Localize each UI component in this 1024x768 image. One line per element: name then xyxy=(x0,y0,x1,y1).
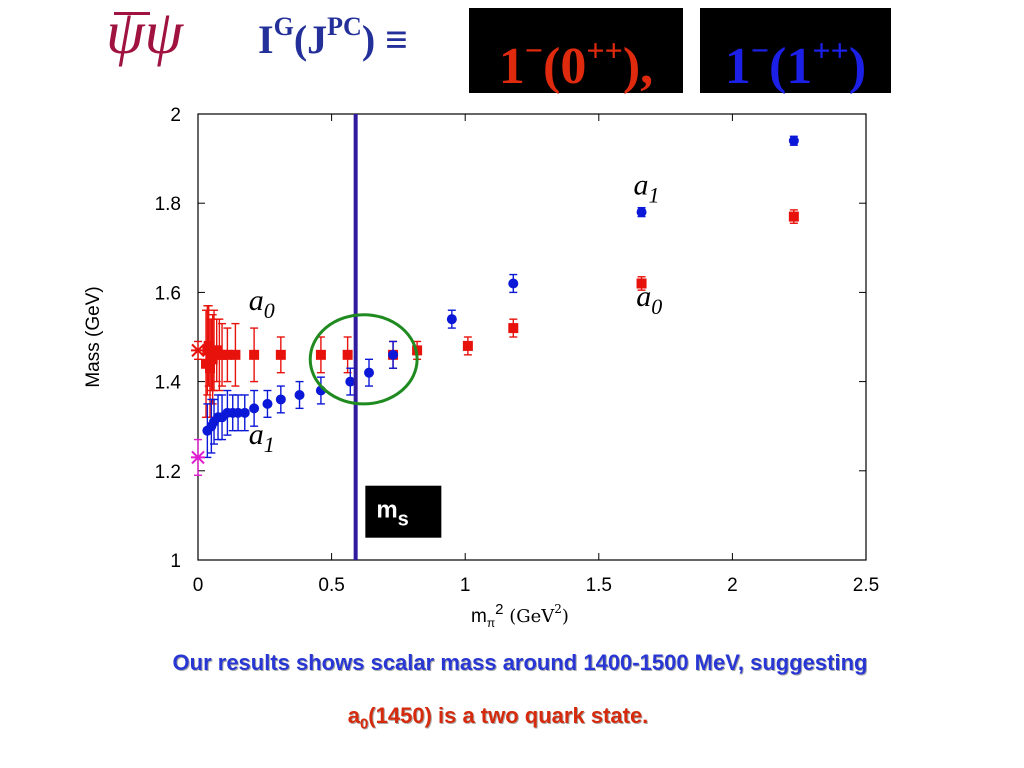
data-point-circle xyxy=(788,135,799,146)
equiv-sign: ≡ xyxy=(385,17,408,62)
isospin-letter: I xyxy=(258,17,274,62)
ms-label: ms xyxy=(376,497,408,531)
caption-rest: (1450) is a two quark state. xyxy=(368,703,649,728)
data-point-circle xyxy=(249,403,260,414)
box1-close: ), xyxy=(622,38,654,95)
y-axis-label: Mass (GeV) xyxy=(83,286,104,387)
data-point-square xyxy=(217,349,228,360)
box1-sup1: − xyxy=(524,32,544,68)
box2-close: ) xyxy=(848,38,867,95)
x-label-part: 2 xyxy=(495,601,503,618)
plot-frame xyxy=(197,113,867,561)
x-axis-label: mπ2 (GeV2) xyxy=(471,601,569,630)
data-point-square xyxy=(636,278,647,289)
caption-line-2: a0(1450) is a two quark state. xyxy=(0,703,996,732)
operator-text: ψψ xyxy=(106,0,184,67)
x-tick-label: 0 xyxy=(193,575,204,596)
caption-line-1: Our results shows scalar mass around 140… xyxy=(172,650,868,675)
y-tick-label: 1.4 xyxy=(155,373,182,394)
data-point-square xyxy=(230,349,241,360)
jpc-open: (J xyxy=(293,17,328,62)
data-point-circle xyxy=(262,398,273,409)
series-annotation: a0 xyxy=(249,284,275,323)
data-point-square xyxy=(342,349,353,360)
data-point-circle xyxy=(636,207,647,218)
annotation-sub: 0 xyxy=(264,298,275,323)
annotation-main: a xyxy=(249,418,264,451)
annotation-main: a xyxy=(249,284,264,317)
y-tick-label: 2 xyxy=(170,105,181,126)
x-tick-label: 1 xyxy=(460,575,471,596)
annotation-main: a xyxy=(634,168,649,201)
quantum-box-scalar: 1−(0++), xyxy=(469,8,683,95)
box1-paren: (0 xyxy=(543,38,587,95)
x-tick-label: 2 xyxy=(727,575,738,596)
data-point-star xyxy=(191,343,205,358)
data-point-square xyxy=(275,349,286,360)
data-point-circle xyxy=(294,389,305,400)
data-point-circle xyxy=(239,407,250,418)
g-parity-sup: G xyxy=(273,12,294,41)
x-label-part: 2 xyxy=(554,602,562,616)
overline-bar xyxy=(114,12,150,15)
data-point-square xyxy=(203,340,214,351)
quantum-number-label: IG(JPC) ≡ xyxy=(258,14,408,60)
y-tick-label: 1.6 xyxy=(155,283,181,304)
x-label-part: π xyxy=(487,616,495,630)
series-a0 xyxy=(201,209,799,418)
x-tick-label: 0.5 xyxy=(318,575,344,596)
box2-sup2: ++ xyxy=(812,32,849,68)
annotation-sub: 1 xyxy=(264,432,275,457)
data-point-square xyxy=(249,349,260,360)
box1-main: 1 xyxy=(498,38,525,95)
data-point-square xyxy=(462,340,473,351)
data-point-circle xyxy=(388,349,399,360)
box2-main: 1 xyxy=(724,38,751,95)
annotation-main: a xyxy=(636,280,651,313)
mass-chart: 0 0.5 1 1.5 2 2.5 1 1.2 1.4 1.6 1.8 2 Mass (GeV) mπ2 … xyxy=(83,105,879,630)
data-point-circle xyxy=(508,278,519,289)
y-tick-label: 1 xyxy=(170,551,181,572)
data-point-circle xyxy=(446,314,457,325)
psi-bar-psi-operator: ψψ xyxy=(106,2,183,64)
ms-sub: s xyxy=(398,509,409,531)
box2-paren: (1 xyxy=(769,38,813,95)
ms-box xyxy=(365,485,442,538)
series-annotation: a0 xyxy=(636,280,662,319)
data-point-star xyxy=(191,450,205,465)
data-point-circle xyxy=(345,376,356,387)
series-annotation: a1 xyxy=(249,418,275,457)
highlight-ellipse xyxy=(308,313,419,406)
series-extra-2 xyxy=(191,340,205,360)
pc-sup: PC xyxy=(327,12,362,41)
x-label-part: (GeV xyxy=(504,606,556,627)
annotation-sub: 1 xyxy=(649,182,660,207)
caption-sub: 0 xyxy=(359,715,369,733)
jpc-close: ) xyxy=(361,17,376,62)
data-point-square xyxy=(207,354,218,365)
series-a1 xyxy=(202,135,799,459)
y-tick-label: 1.2 xyxy=(155,462,181,483)
y-tick-label: 1.8 xyxy=(155,194,181,215)
x-tick-label: 1.5 xyxy=(586,575,612,596)
ms-main: m xyxy=(376,497,397,524)
data-point-square xyxy=(315,349,326,360)
box2-sup1: − xyxy=(750,32,770,68)
quantum-box-axial: 1−(1++) xyxy=(700,8,891,95)
data-point-circle xyxy=(275,394,286,405)
data-point-square xyxy=(222,349,233,360)
annotation-sub: 0 xyxy=(651,294,662,319)
data-point-square xyxy=(508,323,519,334)
x-label-part: m xyxy=(471,606,487,627)
data-point-square xyxy=(205,363,216,374)
x-tick-label: 2.5 xyxy=(853,575,879,596)
series-extra-3 xyxy=(191,438,205,476)
box1-sup2: ++ xyxy=(586,32,623,68)
x-label-part: ) xyxy=(562,606,569,627)
data-point-square xyxy=(788,211,799,222)
caption-a: a xyxy=(347,703,360,728)
data-point-circle xyxy=(364,367,375,378)
series-annotation: a1 xyxy=(634,168,660,207)
